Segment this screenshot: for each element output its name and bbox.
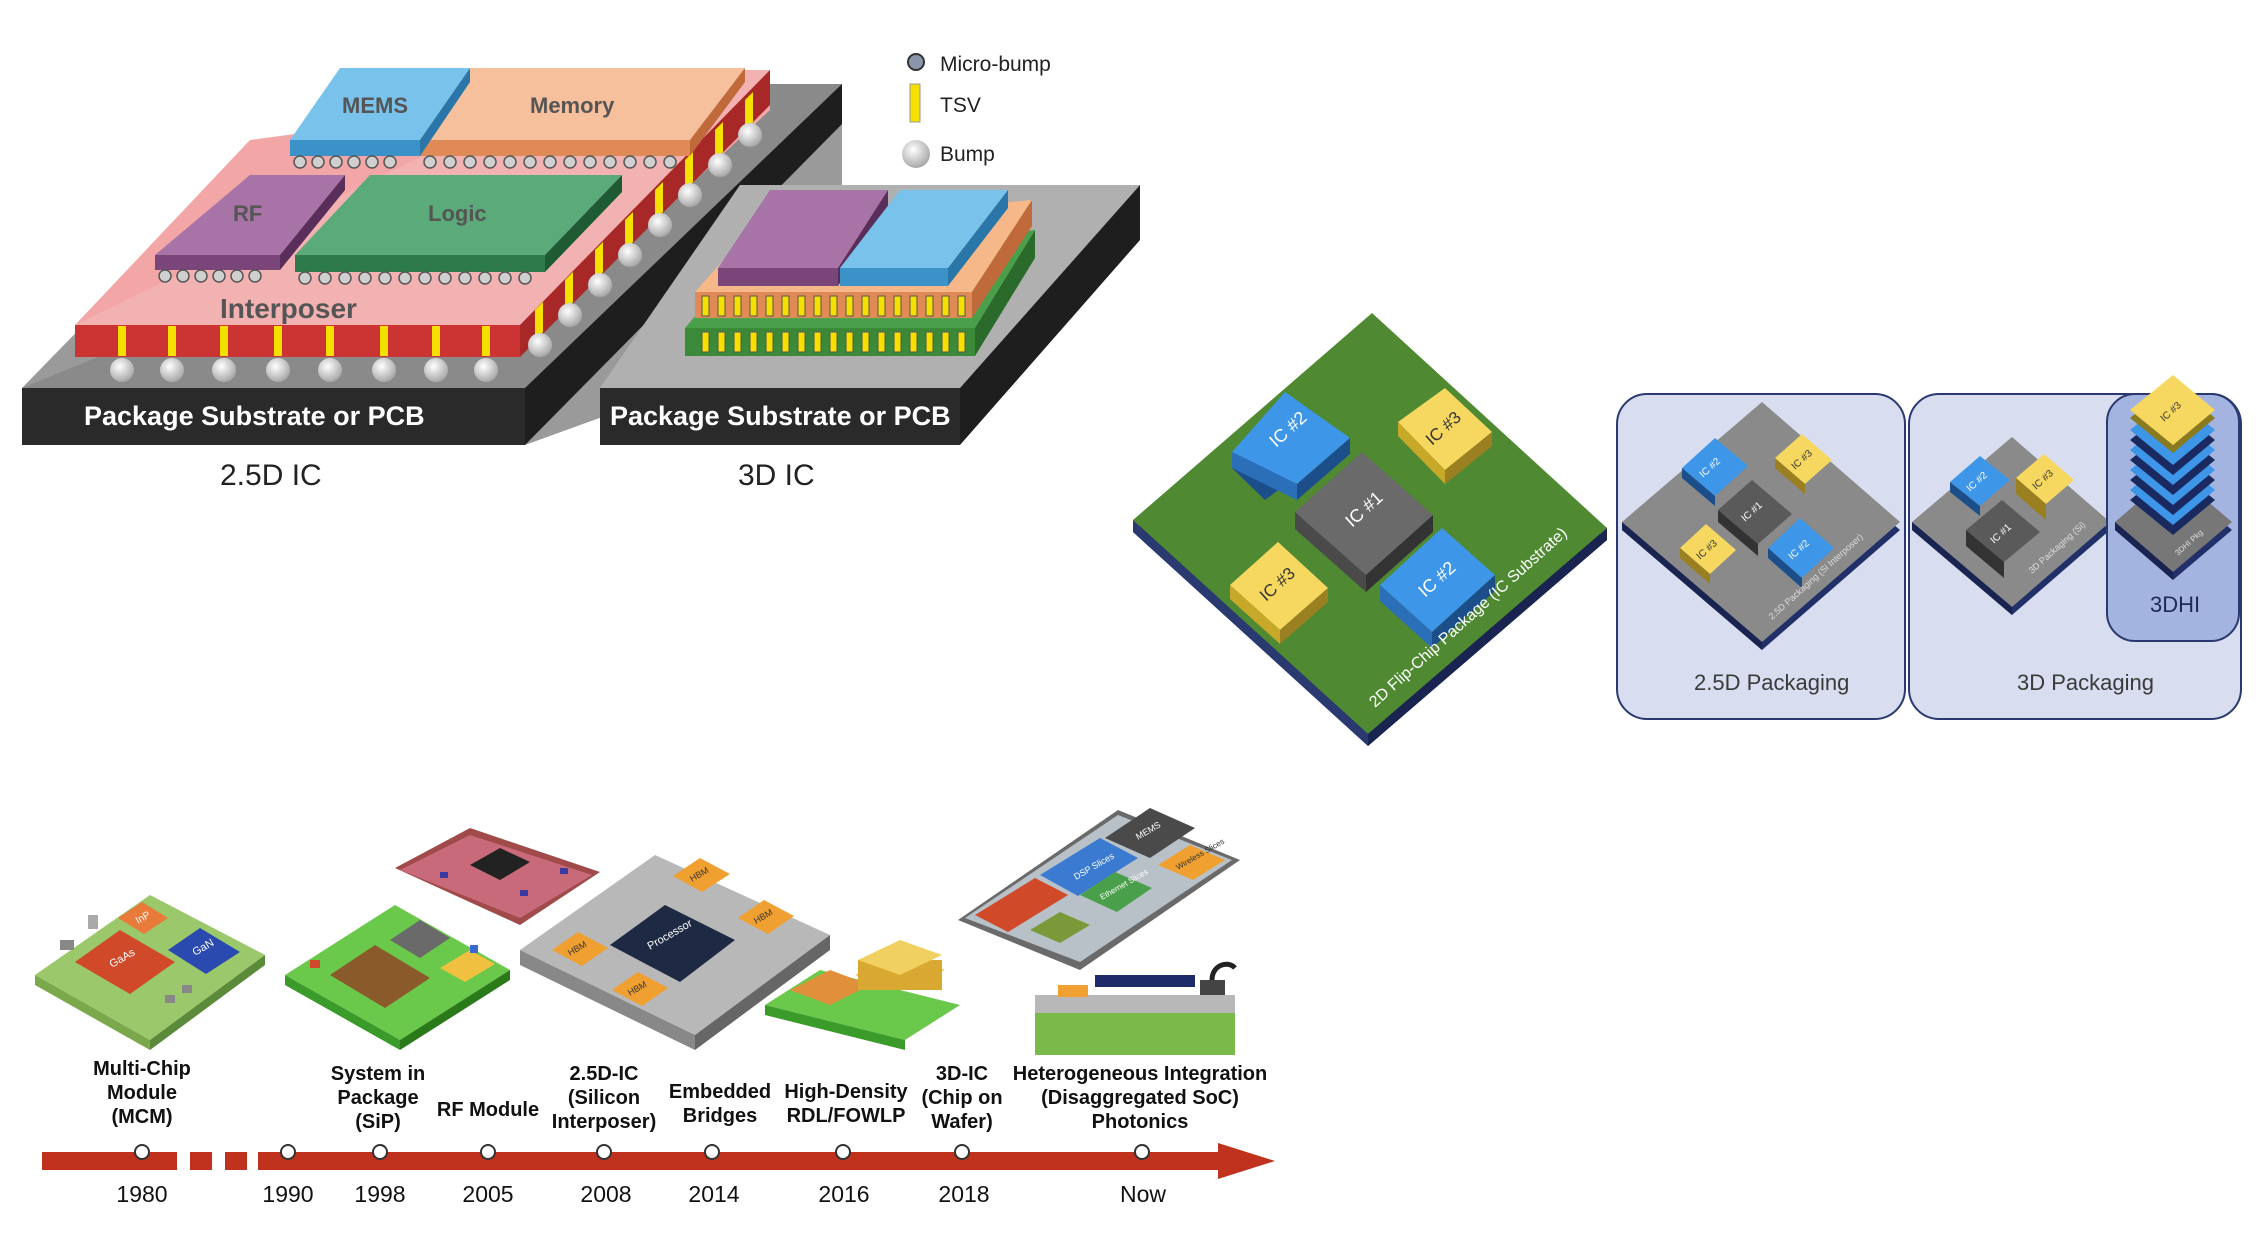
substrate-left-label: Package Substrate or PCB bbox=[84, 401, 425, 431]
mcm-illustration: GaAs GaN InP bbox=[35, 895, 265, 1050]
panel-b-packaging-comparison: IC #2 IC #3 IC #1 IC #3 IC #2 2D Flip-Ch… bbox=[1133, 313, 2242, 746]
year-marker: 2016 bbox=[818, 1144, 870, 1207]
panel-c-timeline: GaAs GaN InP bbox=[35, 808, 1275, 1207]
year-label: 1998 bbox=[354, 1181, 405, 1207]
mems-label: MEMS bbox=[342, 93, 408, 118]
legend-bump-label: Bump bbox=[940, 143, 995, 166]
year-label: 2008 bbox=[580, 1181, 631, 1207]
year-label: 1980 bbox=[116, 1181, 167, 1207]
ms-label-bridges: Embedded Bridges bbox=[669, 1081, 771, 1127]
logic-label: Logic bbox=[428, 201, 487, 226]
sip-illustration bbox=[285, 905, 510, 1050]
ms-label-2-5d: 2.5D-IC (Silicon Interposer) bbox=[552, 1063, 656, 1133]
mems-chip: MEMS bbox=[290, 68, 470, 156]
hi3d-caption: 3DHI bbox=[2150, 592, 2200, 617]
ms-label-rf: RF Module bbox=[437, 1099, 539, 1121]
rf-chip: RF bbox=[155, 175, 345, 270]
pkg-2-5d-box: IC #2 IC #3 IC #1 IC #3 IC #2 2.5D Packa… bbox=[1616, 393, 1906, 720]
flipchip-package: IC #2 IC #3 IC #1 IC #3 IC #2 2D Flip-Ch… bbox=[1133, 313, 1607, 746]
year-marker: 2008 bbox=[580, 1144, 632, 1207]
timeline-years: 1980 1990 1998 2005 2008 2014 bbox=[116, 1144, 1166, 1207]
logic-chip: Logic bbox=[295, 175, 622, 272]
year-label: Now bbox=[1120, 1181, 1166, 1207]
year-marker: Now bbox=[1120, 1144, 1166, 1207]
milestone-labels: Multi-Chip Module (MCM) System in Package (S… bbox=[93, 1058, 1267, 1133]
memory-chip: Memory bbox=[418, 68, 745, 156]
memory-label: Memory bbox=[530, 93, 615, 118]
timeline-arrow bbox=[42, 1143, 1275, 1179]
legend: Micro-bump TSV Bump bbox=[902, 53, 1051, 168]
bump-swatch bbox=[902, 140, 930, 168]
ms-label-rdl: High-Density RDL/FOWLP bbox=[784, 1081, 908, 1127]
year-label: 2005 bbox=[462, 1181, 513, 1207]
ms-label-3dic: 3D-IC (Chip on Wafer) bbox=[921, 1063, 1002, 1133]
interposer-bumps bbox=[110, 123, 762, 382]
tsv-swatch bbox=[909, 83, 921, 123]
ms-label-mcm: Multi-Chip Module (MCM) bbox=[93, 1058, 191, 1128]
ms-label-hi: Heterogeneous Integration (Disaggregated … bbox=[1013, 1063, 1267, 1133]
stack-3d bbox=[685, 190, 1035, 356]
microbump-swatch bbox=[907, 53, 925, 71]
substrate-right-label: Package Substrate or PCB bbox=[610, 401, 951, 431]
caption-2-5d-ic: 2.5D IC bbox=[220, 459, 322, 492]
year-label: 2014 bbox=[688, 1181, 739, 1207]
lower-microbumps bbox=[158, 269, 532, 285]
year-label: 1990 bbox=[262, 1181, 313, 1207]
year-marker: 1998 bbox=[354, 1144, 406, 1207]
year-marker: 2014 bbox=[688, 1144, 740, 1207]
rf-label: RF bbox=[233, 201, 262, 226]
year-label: 2018 bbox=[938, 1181, 989, 1207]
year-marker: 2018 bbox=[938, 1144, 990, 1207]
year-marker: 2005 bbox=[462, 1144, 514, 1207]
year-marker: 1980 bbox=[116, 1144, 168, 1207]
p25-caption: 2.5D Packaging bbox=[1694, 670, 1849, 695]
rf-module-illustration bbox=[395, 828, 600, 925]
soc-illustration: DSP Slices MEMS Ethernet Slices Wireless… bbox=[958, 808, 1240, 970]
year-marker: 1990 bbox=[262, 1144, 314, 1207]
year-label: 2016 bbox=[818, 1181, 869, 1207]
ms-label-sip: System in Package (SiP) bbox=[331, 1063, 425, 1133]
embedded-bridges-illustration bbox=[765, 940, 960, 1050]
upper-microbumps bbox=[293, 155, 677, 169]
legend-microbump-label: Micro-bump bbox=[940, 53, 1051, 76]
interposer-label: Interposer bbox=[220, 293, 357, 324]
caption-3d-ic: 3D IC bbox=[738, 459, 815, 492]
panel-a-2-5d-3d-ic: Package Substrate or PCB Interposer bbox=[22, 53, 1140, 492]
interposer-tsvs bbox=[118, 92, 753, 356]
photonics-illustration bbox=[1035, 961, 1237, 1055]
hi3d-box: IC #3 3DHI Pkg 3DHI bbox=[2106, 375, 2240, 642]
interposer-2-5d-illustration: Processor HBM HBM HBM HBM bbox=[520, 855, 830, 1050]
legend-tsv-label: TSV bbox=[940, 94, 981, 117]
p3d-caption: 3D Packaging bbox=[2017, 670, 2154, 695]
